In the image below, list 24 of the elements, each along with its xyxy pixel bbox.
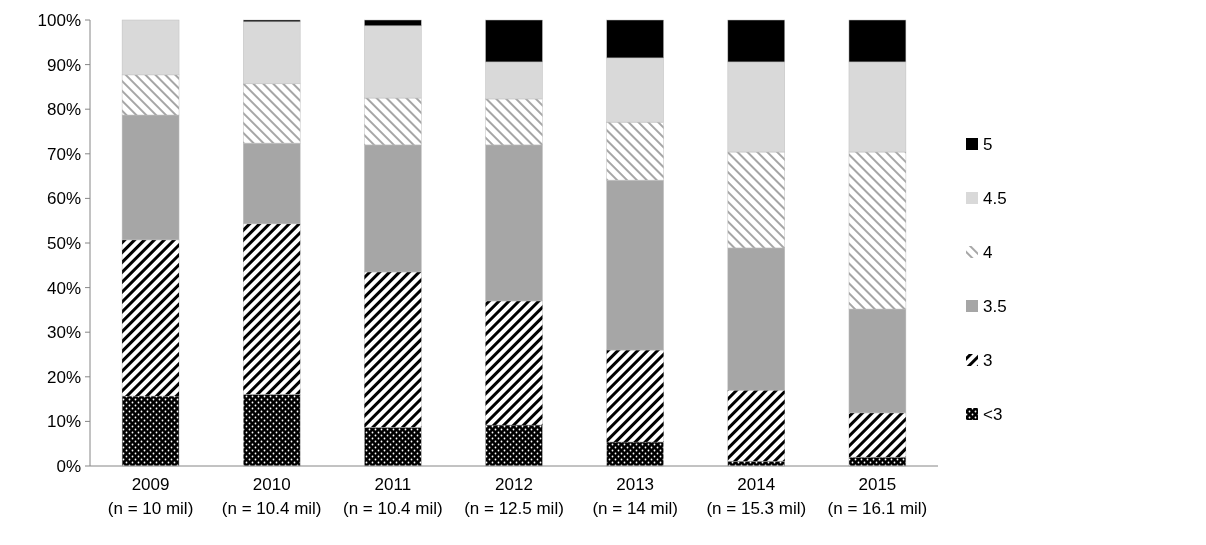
y-tick-label: 30%	[46, 323, 81, 343]
y-tick-label: 70%	[46, 144, 81, 164]
y-tick-label: 10%	[46, 412, 81, 432]
text: 3	[983, 350, 993, 370]
x-tick-label: 2013 (n = 14 mil)	[592, 475, 678, 518]
x-tick-label: 2015 (n = 16.1 mil)	[827, 475, 928, 518]
x-tick-label: 2014 (n = 15.3 mil)	[706, 475, 807, 518]
y-tick-label: 50%	[46, 233, 81, 253]
y-tick-label: 40%	[46, 278, 81, 298]
text: 4	[983, 242, 993, 262]
y-tick-label: 20%	[46, 367, 81, 387]
legend-label: 4.5	[983, 188, 1007, 208]
x-tick-label: 2009 (n = 10 mil)	[107, 475, 194, 518]
legend-label: 5	[983, 134, 993, 154]
y-tick-label: 80%	[46, 100, 81, 120]
y-tick-label: 100%	[37, 10, 81, 30]
y-tick-label: 90%	[46, 55, 81, 75]
y-tick-label: 0%	[56, 456, 81, 476]
legend-label: 3.5	[983, 296, 1007, 316]
x-tick-label: 2011 (n = 10.4 mil)	[343, 475, 443, 518]
x-tick-label: 2012 (n = 12.5 mil)	[464, 475, 564, 518]
x-tick-label: 2010 (n = 10.4 mil)	[221, 475, 322, 518]
y-tick-label: 60%	[46, 189, 81, 209]
legend-label: <3	[983, 404, 1003, 424]
